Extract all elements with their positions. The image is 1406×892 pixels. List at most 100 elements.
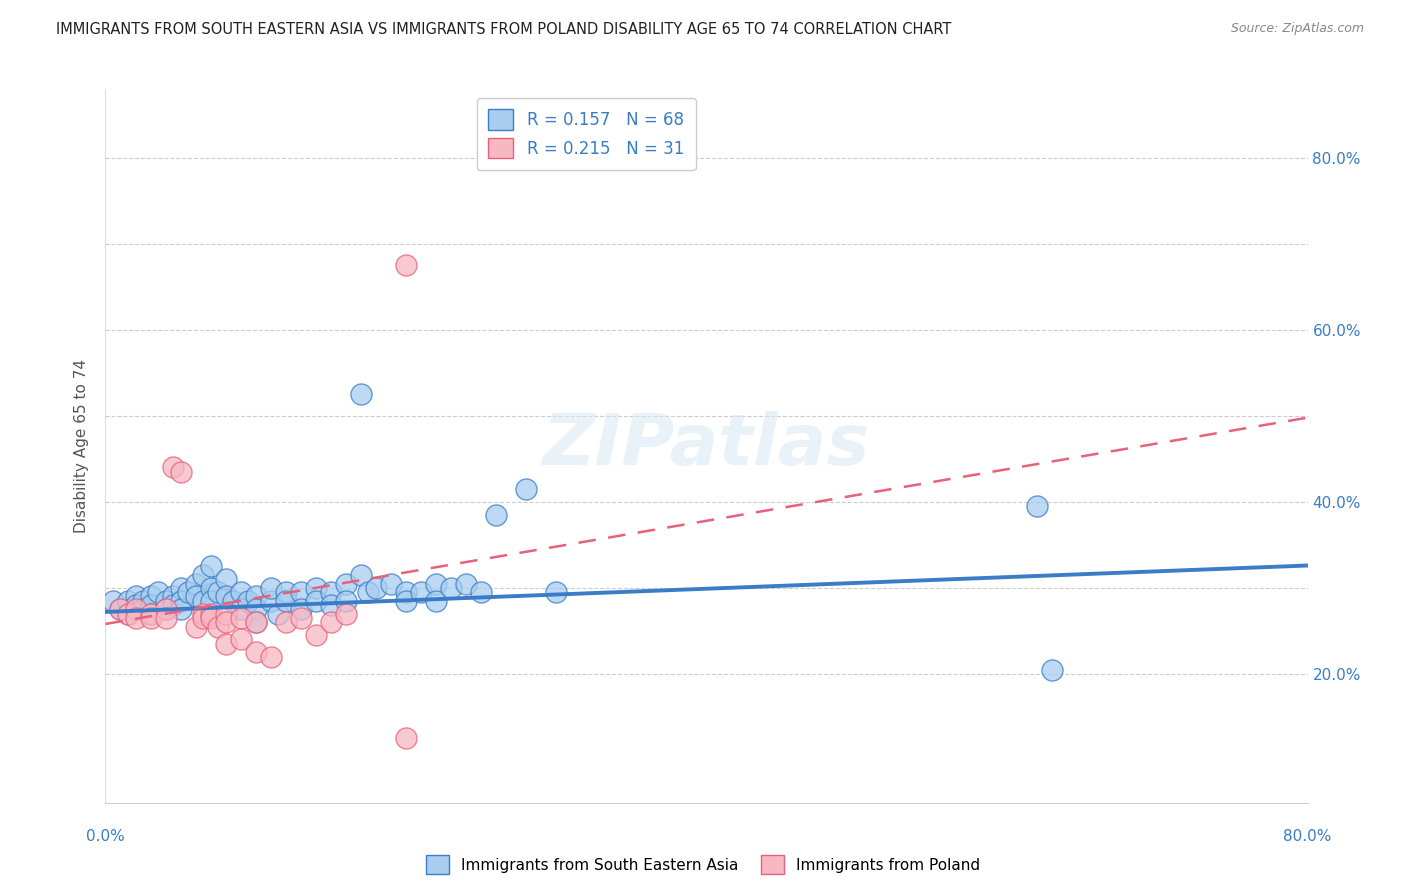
- Point: [485, 508, 508, 522]
- Point: [350, 387, 373, 401]
- Point: [335, 593, 357, 607]
- Point: [425, 576, 447, 591]
- Point: [139, 607, 162, 621]
- Point: [184, 590, 207, 604]
- Point: [200, 611, 222, 625]
- Point: [229, 585, 252, 599]
- Point: [515, 482, 537, 496]
- Point: [124, 590, 146, 604]
- Point: [305, 593, 328, 607]
- Point: [101, 593, 124, 607]
- Point: [169, 602, 191, 616]
- Text: 0.0%: 0.0%: [86, 829, 125, 844]
- Point: [395, 593, 418, 607]
- Text: ZIPatlas: ZIPatlas: [543, 411, 870, 481]
- Text: IMMIGRANTS FROM SOUTH EASTERN ASIA VS IMMIGRANTS FROM POLAND DISABILITY AGE 65 T: IMMIGRANTS FROM SOUTH EASTERN ASIA VS IM…: [56, 22, 952, 37]
- Point: [214, 607, 236, 621]
- Point: [319, 585, 342, 599]
- Point: [357, 585, 380, 599]
- Point: [214, 572, 236, 586]
- Point: [169, 465, 191, 479]
- Point: [207, 619, 229, 633]
- Point: [214, 637, 236, 651]
- Point: [1026, 499, 1049, 513]
- Point: [245, 590, 267, 604]
- Point: [177, 585, 200, 599]
- Point: [146, 585, 169, 599]
- Point: [364, 581, 387, 595]
- Point: [207, 585, 229, 599]
- Point: [395, 259, 418, 273]
- Point: [155, 593, 177, 607]
- Point: [260, 593, 283, 607]
- Point: [139, 598, 162, 612]
- Point: [350, 568, 373, 582]
- Point: [245, 602, 267, 616]
- Point: [229, 632, 252, 647]
- Point: [274, 615, 297, 630]
- Point: [124, 598, 146, 612]
- Point: [110, 602, 132, 616]
- Point: [162, 590, 184, 604]
- Point: [290, 611, 312, 625]
- Point: [290, 585, 312, 599]
- Point: [214, 615, 236, 630]
- Point: [139, 607, 162, 621]
- Point: [191, 607, 214, 621]
- Point: [290, 602, 312, 616]
- Point: [260, 581, 283, 595]
- Point: [274, 593, 297, 607]
- Point: [132, 602, 155, 616]
- Point: [260, 649, 283, 664]
- Point: [267, 607, 290, 621]
- Point: [546, 585, 568, 599]
- Point: [305, 628, 328, 642]
- Legend: Immigrants from South Eastern Asia, Immigrants from Poland: Immigrants from South Eastern Asia, Immi…: [419, 849, 987, 880]
- Point: [214, 590, 236, 604]
- Point: [395, 585, 418, 599]
- Point: [319, 598, 342, 612]
- Point: [409, 585, 432, 599]
- Point: [124, 602, 146, 616]
- Point: [245, 615, 267, 630]
- Point: [274, 585, 297, 599]
- Point: [191, 593, 214, 607]
- Point: [169, 581, 191, 595]
- Point: [305, 581, 328, 595]
- Point: [117, 607, 139, 621]
- Legend: R = 0.157   N = 68, R = 0.215   N = 31: R = 0.157 N = 68, R = 0.215 N = 31: [477, 97, 696, 169]
- Point: [229, 602, 252, 616]
- Point: [139, 590, 162, 604]
- Point: [162, 460, 184, 475]
- Point: [139, 611, 162, 625]
- Point: [124, 611, 146, 625]
- Y-axis label: Disability Age 65 to 74: Disability Age 65 to 74: [75, 359, 90, 533]
- Point: [395, 731, 418, 746]
- Point: [162, 598, 184, 612]
- Point: [200, 593, 222, 607]
- Text: Source: ZipAtlas.com: Source: ZipAtlas.com: [1230, 22, 1364, 36]
- Point: [200, 559, 222, 574]
- Point: [191, 568, 214, 582]
- Point: [184, 619, 207, 633]
- Point: [132, 593, 155, 607]
- Point: [184, 576, 207, 591]
- Point: [229, 611, 252, 625]
- Point: [470, 585, 492, 599]
- Point: [335, 607, 357, 621]
- Point: [245, 615, 267, 630]
- Point: [335, 576, 357, 591]
- Point: [440, 581, 463, 595]
- Point: [319, 615, 342, 630]
- Point: [200, 607, 222, 621]
- Point: [245, 645, 267, 659]
- Point: [155, 611, 177, 625]
- Point: [425, 593, 447, 607]
- Point: [117, 607, 139, 621]
- Point: [380, 576, 402, 591]
- Point: [1040, 663, 1063, 677]
- Point: [222, 593, 245, 607]
- Point: [110, 602, 132, 616]
- Point: [155, 602, 177, 616]
- Text: 80.0%: 80.0%: [1284, 829, 1331, 844]
